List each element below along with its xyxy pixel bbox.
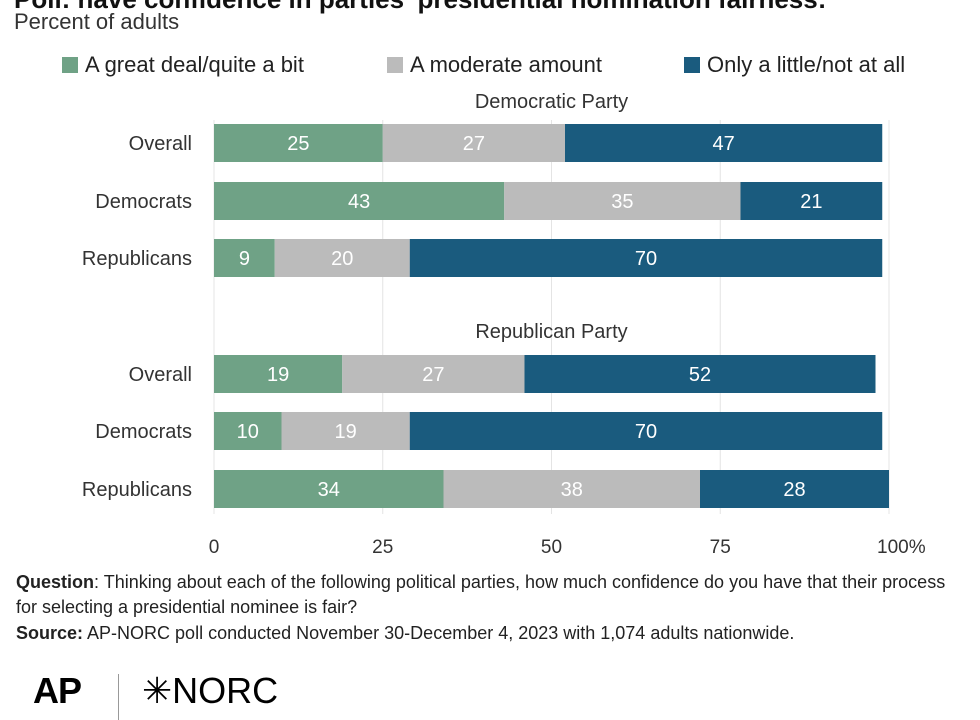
bar-segment-little	[409, 412, 883, 450]
data-label: 35	[611, 191, 633, 213]
bar-segment-moderate	[504, 182, 741, 220]
logo-divider	[118, 674, 119, 720]
x-tick-label: 0	[209, 537, 220, 558]
bar-segment-moderate	[274, 239, 410, 277]
data-label: 10	[237, 421, 259, 443]
data-label: 70	[635, 421, 657, 443]
data-label: 70	[635, 248, 657, 270]
bar-segment-great-deal	[214, 182, 505, 220]
bar-segment-moderate	[443, 470, 700, 508]
data-label: 27	[463, 133, 485, 155]
data-label: 52	[689, 364, 711, 386]
row-label: Republicans	[82, 479, 192, 501]
question-note: Question: Thinking about each of the fol…	[16, 570, 966, 620]
bar-segment-little	[409, 239, 883, 277]
data-label: 19	[267, 364, 289, 386]
bar-segment-great-deal	[214, 124, 383, 162]
bar-segment-moderate	[382, 124, 565, 162]
data-label: 20	[331, 248, 353, 270]
ap-logo: AP	[33, 670, 82, 711]
row-label: Overall	[129, 364, 192, 386]
data-label: 9	[239, 248, 250, 270]
legend-swatch-moderate	[387, 57, 403, 73]
x-tick-label: 75	[710, 537, 731, 558]
bar-segment-moderate	[281, 412, 410, 450]
data-label: 38	[561, 479, 583, 501]
question-label: Question	[16, 572, 95, 592]
bar-segment-moderate	[342, 355, 525, 393]
x-tick-label: 100%	[877, 537, 926, 558]
row-label: Overall	[129, 133, 192, 155]
data-label: 43	[348, 191, 370, 213]
bar-segment-great-deal	[214, 239, 275, 277]
bar-segment-great-deal	[214, 355, 343, 393]
chart-title: Poll: have confidence in parties' presid…	[14, 0, 974, 15]
legend-item-great-deal: A great deal/quite a bit	[62, 52, 304, 78]
legend-label-little: Only a little/not at all	[707, 52, 906, 77]
data-label: 27	[422, 364, 444, 386]
row-label: Democrats	[95, 421, 192, 443]
data-label: 28	[783, 479, 805, 501]
legend: A great deal/quite a bit A moderate amou…	[0, 52, 980, 82]
legend-swatch-little	[684, 57, 700, 73]
bar-segment-little	[524, 355, 876, 393]
group-title: Democratic Party	[475, 91, 628, 113]
bar-segment-great-deal	[214, 412, 282, 450]
legend-item-moderate: A moderate amount	[387, 52, 602, 78]
legend-label-great-deal: A great deal/quite a bit	[85, 52, 304, 77]
legend-item-little: Only a little/not at all	[684, 52, 905, 78]
legend-swatch-great-deal	[62, 57, 78, 73]
chart-subtitle: Percent of adults	[14, 9, 180, 34]
data-label: 34	[318, 479, 340, 501]
x-tick-label: 50	[541, 537, 562, 558]
data-label: 25	[287, 133, 309, 155]
data-label: 47	[713, 133, 735, 155]
question-text: : Thinking about each of the following p…	[16, 572, 946, 617]
row-label: Republicans	[82, 248, 192, 270]
x-tick-label: 25	[372, 537, 393, 558]
bar-segment-little	[700, 470, 889, 508]
norc-logo: ✳NORC	[142, 670, 279, 711]
source-note: Source: AP-NORC poll conducted November …	[16, 621, 966, 646]
data-label: 21	[800, 191, 822, 213]
bar-segment-little	[740, 182, 883, 220]
bar-segment-great-deal	[214, 470, 444, 508]
row-label: Democrats	[95, 191, 192, 213]
stacked-bar-chart: Democratic Party Overall 25 27 47 Democrats 43…	[82, 91, 926, 558]
bar-segment-little	[565, 124, 883, 162]
data-label: 19	[335, 421, 357, 443]
group-title: Republican Party	[475, 321, 627, 343]
source-label: Source:	[16, 623, 84, 643]
source-text: AP-NORC poll conducted November 30-Decem…	[83, 623, 795, 643]
legend-label-moderate: A moderate amount	[410, 52, 603, 77]
